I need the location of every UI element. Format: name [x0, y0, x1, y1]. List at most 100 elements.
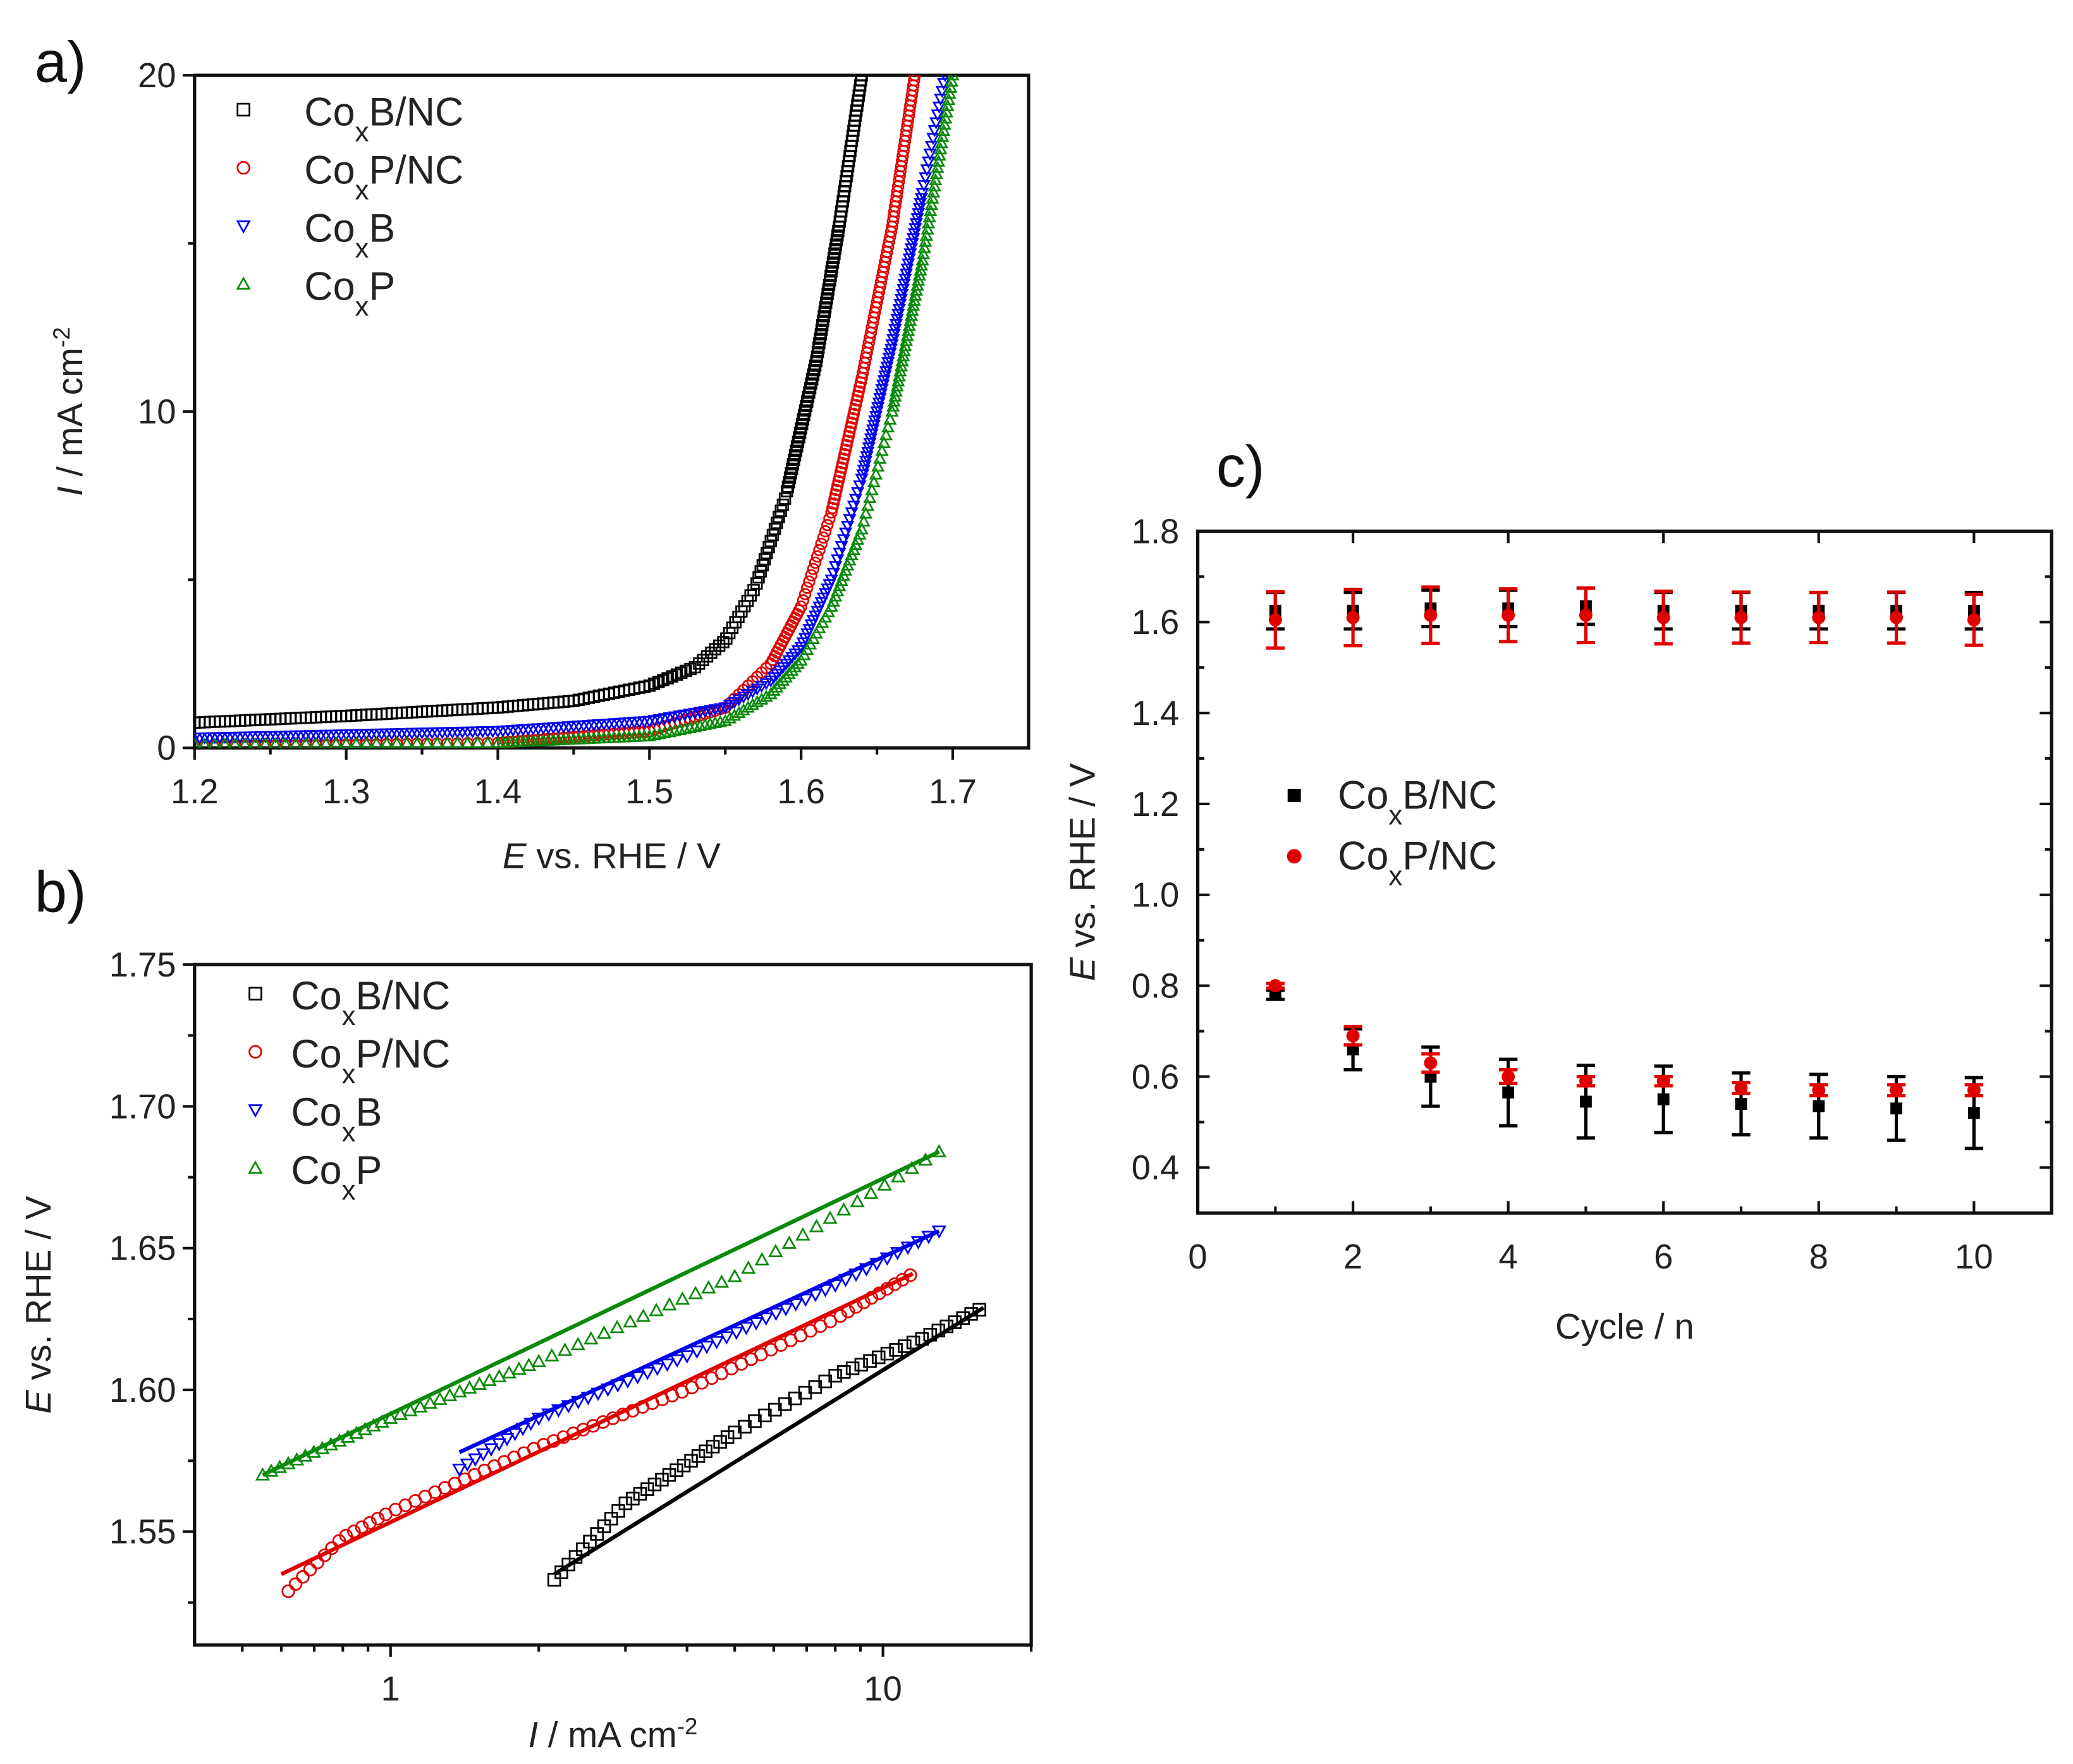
data-point [910, 213, 924, 226]
legend-label-prefix: Co [304, 149, 355, 193]
data-point [791, 657, 805, 669]
data-point [914, 193, 929, 205]
plot-frame [1195, 529, 2053, 1215]
data-point [897, 278, 911, 291]
data-point [452, 1384, 467, 1397]
data-point [706, 1440, 720, 1454]
data-point [908, 223, 922, 236]
data-point [1579, 609, 1593, 622]
x-tick-label: 1.6 [777, 772, 825, 811]
y-axis-label-unit: vs. RHE / V [18, 1196, 58, 1390]
data-point [845, 1361, 860, 1375]
legend-label: CoxP [304, 265, 395, 322]
y-axis-label-var: I [50, 486, 90, 496]
data-point [403, 1402, 418, 1416]
legend-label-suffix: P/NC [355, 1032, 450, 1076]
data-point [862, 442, 876, 455]
data-point [472, 1376, 487, 1390]
data-point [871, 459, 885, 472]
legend-label-suffix: B [369, 207, 395, 251]
data-point [936, 130, 950, 142]
data-point [926, 185, 941, 198]
data-point [819, 525, 832, 538]
data-point [924, 204, 938, 216]
y-tick-label: 1.70 [109, 1087, 176, 1126]
data-point [841, 434, 854, 447]
legend-label-suffix: B/NC [369, 90, 463, 135]
data-point [597, 1519, 611, 1533]
data-point [462, 1380, 477, 1394]
data-point [907, 228, 921, 241]
data-point [823, 513, 836, 525]
x-axis-label: Cycle / n [1555, 1306, 1694, 1346]
data-point [836, 457, 849, 470]
data-point [863, 1354, 877, 1368]
data-point [805, 569, 817, 581]
data-point [640, 1366, 655, 1380]
data-point [856, 469, 870, 482]
data-point [714, 1274, 730, 1288]
legend-label: CoxB [304, 207, 395, 264]
data-point [931, 154, 946, 167]
data-point [1346, 611, 1360, 624]
data-point [281, 1584, 295, 1598]
data-point [296, 1570, 310, 1584]
data-point [590, 1527, 604, 1541]
data-point [1424, 609, 1438, 622]
legend-label-suffix: B [355, 1090, 382, 1134]
data-point [475, 1448, 491, 1462]
data-point [889, 319, 903, 332]
data-point [431, 736, 444, 748]
data-point [738, 1322, 754, 1335]
x-axis-label-sup: -2 [677, 1713, 698, 1739]
data-point [309, 736, 322, 748]
data-point [853, 380, 866, 393]
data-point [847, 412, 859, 425]
y-axis-label-var: E [18, 1389, 58, 1414]
data-point [596, 1325, 612, 1339]
data-point [719, 1331, 734, 1345]
data-point [817, 531, 830, 544]
data-point [776, 673, 790, 686]
data-point [902, 253, 916, 266]
data-point [720, 1430, 735, 1444]
data-point [861, 499, 875, 511]
data-point [915, 253, 929, 265]
y-axis-label-unit: / mA cm [50, 348, 90, 486]
data-point [1890, 611, 1904, 624]
data-point [412, 1399, 428, 1413]
legend-label-prefix: Co [291, 1148, 341, 1193]
data-point [482, 1372, 497, 1387]
data-point [684, 1454, 698, 1468]
data-point [460, 1458, 475, 1472]
data-point [893, 298, 907, 312]
data-point [1346, 1029, 1360, 1043]
data-point [946, 75, 960, 81]
legend-label: CoxB [291, 1090, 382, 1148]
x-axis-label-unit: / mA cm [538, 1715, 677, 1755]
y-tick-label: 1.55 [109, 1512, 176, 1551]
data-point [1657, 1093, 1670, 1105]
x-tick-label: 2 [1343, 1238, 1362, 1276]
data-point [873, 392, 887, 406]
legend-label-subscript: x [355, 116, 369, 147]
data-point [912, 203, 926, 216]
data-point [781, 1235, 797, 1249]
legend-marker [236, 220, 251, 234]
data-point [908, 75, 920, 87]
data-point [906, 1335, 920, 1349]
data-point [891, 1169, 906, 1183]
legend-label-prefix: Co [1338, 773, 1388, 817]
data-point [864, 433, 878, 446]
x-tick-label: 1.2 [171, 772, 219, 811]
data-point [917, 241, 931, 253]
data-point [883, 348, 897, 361]
data-point [844, 421, 857, 434]
x-tick-label: 8 [1809, 1238, 1828, 1276]
legend-label-suffix: B/NC [1402, 773, 1497, 817]
legend-label-prefix: Co [291, 1090, 341, 1134]
legend-marker [248, 1045, 262, 1059]
data-point [1656, 611, 1670, 624]
data-point [902, 259, 915, 271]
